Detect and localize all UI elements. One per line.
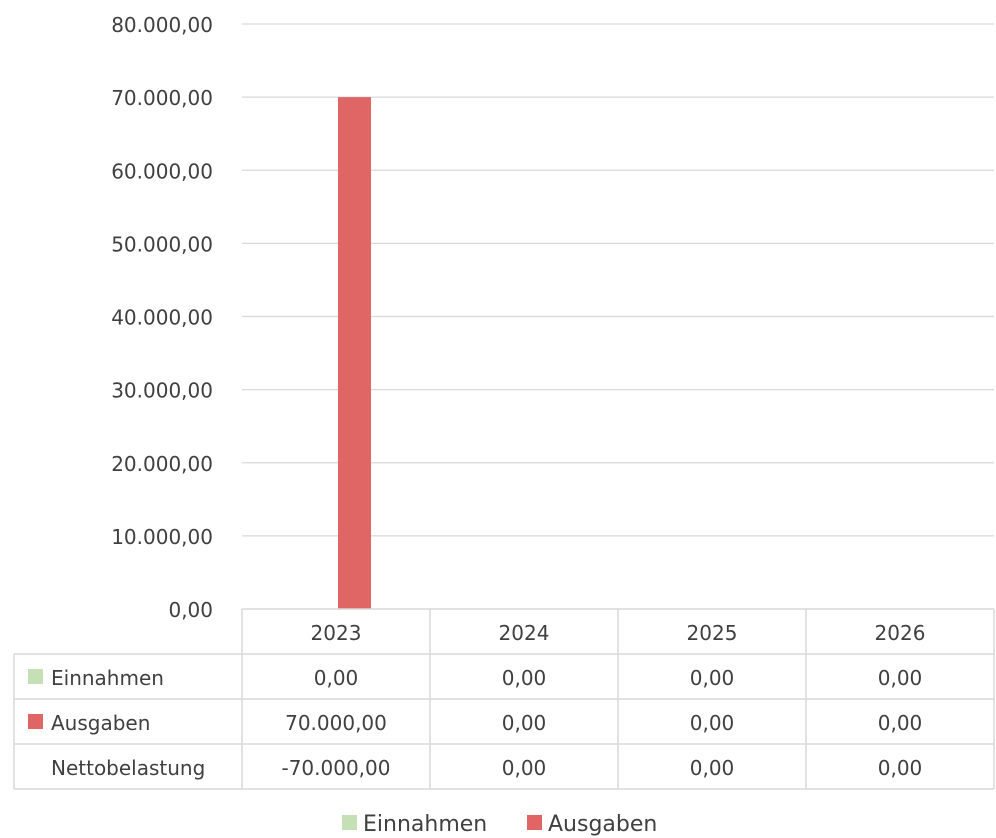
x-tick-label: 2024 (499, 621, 550, 645)
y-axis-tick-labels: 0,00 10.000,00 20.000,00 30.000,00 40.000,00… (111, 13, 213, 622)
y-tick-label: 70.000,00 (111, 86, 213, 110)
y-tick-label: 0,00 (168, 598, 213, 622)
table-cell: 0,00 (314, 666, 359, 690)
table-cell: 0,00 (878, 756, 923, 780)
legend: Einnahmen Ausgaben (342, 812, 657, 837)
table-cell: 0,00 (502, 666, 547, 690)
y-tick-label: 80.000,00 (111, 13, 213, 37)
table-cell: 0,00 (690, 711, 735, 735)
table-cell: 0,00 (502, 711, 547, 735)
table-cell: 70.000,00 (285, 711, 387, 735)
table-cell: 0,00 (690, 666, 735, 690)
x-tick-label: 2026 (875, 621, 926, 645)
bar-ausgaben-2023 (338, 97, 371, 609)
table-cell: 0,00 (690, 756, 735, 780)
table-cell: 0,00 (878, 711, 923, 735)
legend-key (28, 714, 43, 729)
legend-key (28, 669, 43, 684)
table-row-label: Ausgaben (51, 711, 150, 735)
bars (338, 97, 371, 609)
legend-swatch (527, 815, 542, 830)
y-tick-label: 60.000,00 (111, 159, 213, 183)
table-cell: 0,00 (878, 666, 923, 690)
y-tick-label: 30.000,00 (111, 379, 213, 403)
y-tick-label: 10.000,00 (111, 525, 213, 549)
y-tick-label: 20.000,00 (111, 452, 213, 476)
legend-label: Ausgaben (548, 812, 657, 837)
data-table: 2023 2024 2025 2026 Einnahmen 0,00 0,00 0,00 0,0… (13, 608, 995, 790)
y-tick-label: 50.000,00 (111, 232, 213, 256)
x-tick-label: 2025 (687, 621, 738, 645)
legend-label: Einnahmen (363, 812, 487, 837)
table-cell: -70.000,00 (281, 756, 390, 780)
legend-swatch (342, 815, 357, 830)
table-row-label: Nettobelastung (51, 756, 205, 780)
y-tick-label: 40.000,00 (111, 306, 213, 330)
x-tick-label: 2023 (311, 621, 362, 645)
table-row-label: Einnahmen (51, 666, 164, 690)
table-cell: 0,00 (502, 756, 547, 780)
